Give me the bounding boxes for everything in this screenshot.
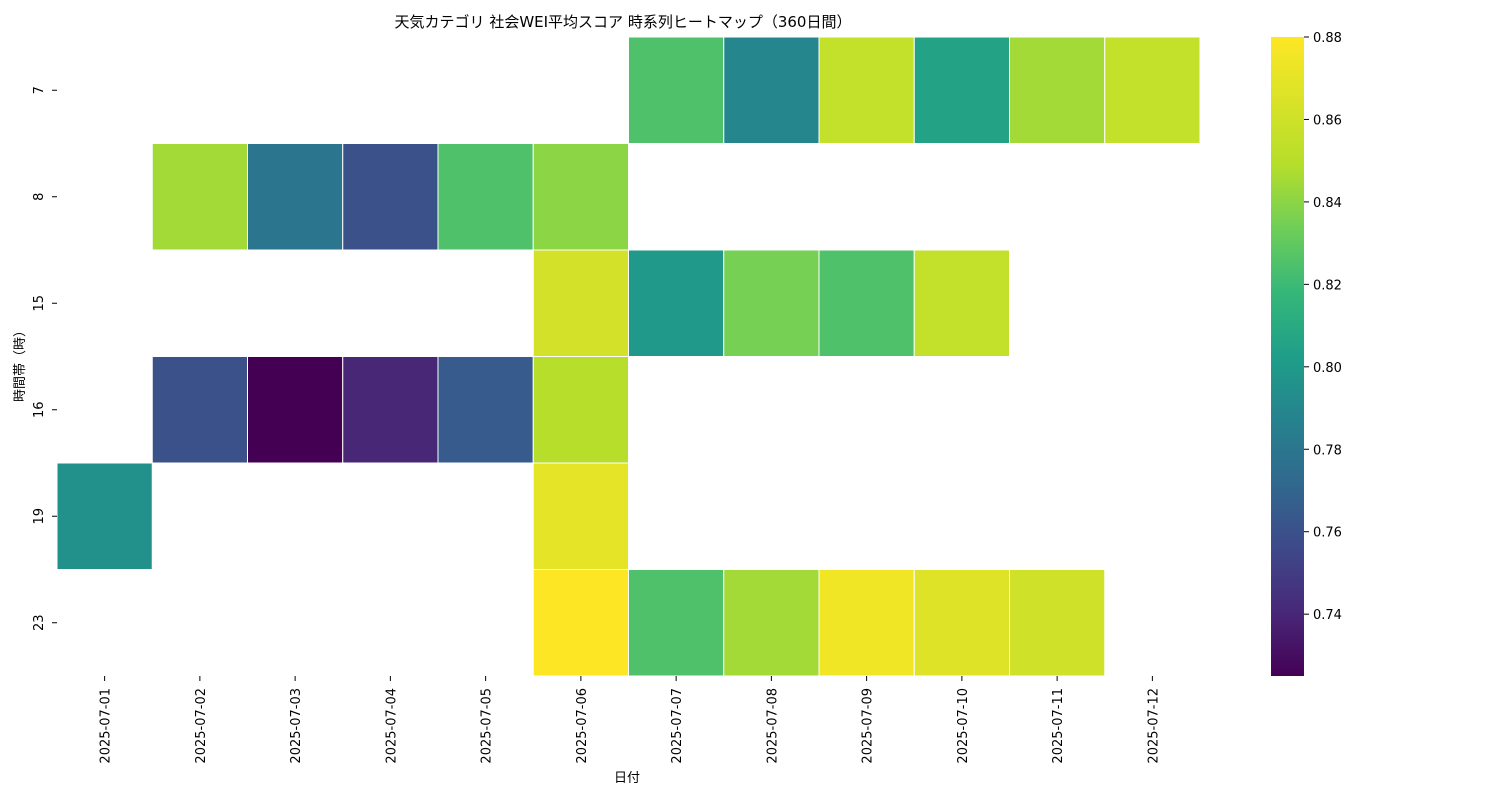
y-axis: 7 8 15 16 19 23: [32, 86, 57, 631]
y-tick-label: 19: [32, 508, 47, 525]
heatmap-cells: [56, 36, 1201, 677]
colorbar-tick-label: 0.82: [1313, 278, 1342, 293]
x-tick-label: 2025-07-06: [575, 688, 590, 764]
heatmap-cell: [723, 569, 820, 677]
heatmap-cell: [342, 143, 439, 251]
heatmap-cell: [437, 356, 534, 464]
heatmap-cell: [818, 249, 915, 357]
heatmap-cell: [437, 143, 534, 251]
x-tick-label: 2025-07-04: [384, 688, 399, 764]
x-axis-label: 日付: [614, 771, 640, 786]
y-tick-label: 23: [32, 614, 47, 631]
heatmap-cell: [913, 36, 1010, 144]
x-tick-label: 2025-07-08: [765, 688, 780, 764]
colorbar-tick-label: 0.84: [1313, 196, 1342, 211]
colorbar-tick-label: 0.80: [1313, 361, 1342, 376]
heatmap-cell: [818, 569, 915, 677]
colorbar: [1271, 37, 1304, 676]
colorbar-tick-label: 0.78: [1313, 443, 1342, 458]
heatmap-cell: [628, 249, 725, 357]
heatmap-cell: [1104, 36, 1201, 144]
heatmap-cell: [532, 569, 629, 677]
heatmap-cell: [723, 36, 820, 144]
heatmap-cell: [1009, 569, 1106, 677]
heatmap-cell: [532, 356, 629, 464]
heatmap-cell: [151, 143, 248, 251]
y-tick-label: 8: [32, 193, 47, 201]
heatmap-cell: [532, 249, 629, 357]
heatmap-cell: [818, 36, 915, 144]
heatmap-cell: [1009, 36, 1106, 144]
heatmap-cell: [913, 249, 1010, 357]
y-axis-label: 時間帯（時）: [13, 324, 28, 402]
x-tick-label: 2025-07-01: [99, 688, 114, 764]
heatmap-cell: [913, 569, 1010, 677]
x-tick-label: 2025-07-03: [289, 688, 304, 764]
heatmap-cell: [247, 143, 344, 251]
y-tick-label: 16: [32, 401, 47, 418]
x-tick-label: 2025-07-10: [956, 688, 971, 764]
heatmap-cell: [723, 249, 820, 357]
colorbar-ticks: 0.74 0.76 0.78 0.80 0.82 0.84 0.86 0.88: [1304, 31, 1342, 623]
x-tick-label: 2025-07-07: [670, 688, 685, 764]
heatmap-cell: [56, 462, 153, 570]
colorbar-tick-label: 0.76: [1313, 526, 1342, 541]
x-tick-label: 2025-07-05: [480, 688, 495, 764]
heatmap-cell: [151, 356, 248, 464]
heatmap-cell: [532, 462, 629, 570]
heatmap-cell: [532, 143, 629, 251]
chart-title: 天気カテゴリ 社会WEI平均スコア 時系列ヒートマップ（360日間）: [395, 13, 852, 31]
heatmap-cell: [628, 36, 725, 144]
x-tick-label: 2025-07-02: [194, 688, 209, 764]
colorbar-tick-label: 0.88: [1313, 31, 1342, 46]
y-tick-label: 7: [32, 86, 47, 94]
heatmap-cell: [342, 356, 439, 464]
heatmap-cell: [247, 356, 344, 464]
colorbar-tick-label: 0.86: [1313, 113, 1342, 128]
x-tick-label: 2025-07-09: [861, 688, 876, 764]
x-axis: 2025-07-01 2025-07-02 2025-07-03 2025-07-04…: [99, 676, 1161, 764]
x-tick-label: 2025-07-11: [1051, 688, 1066, 764]
heatmap-cell: [628, 569, 725, 677]
x-tick-label: 2025-07-12: [1146, 688, 1161, 764]
colorbar-tick-label: 0.74: [1313, 608, 1342, 623]
y-tick-label: 15: [32, 295, 47, 312]
